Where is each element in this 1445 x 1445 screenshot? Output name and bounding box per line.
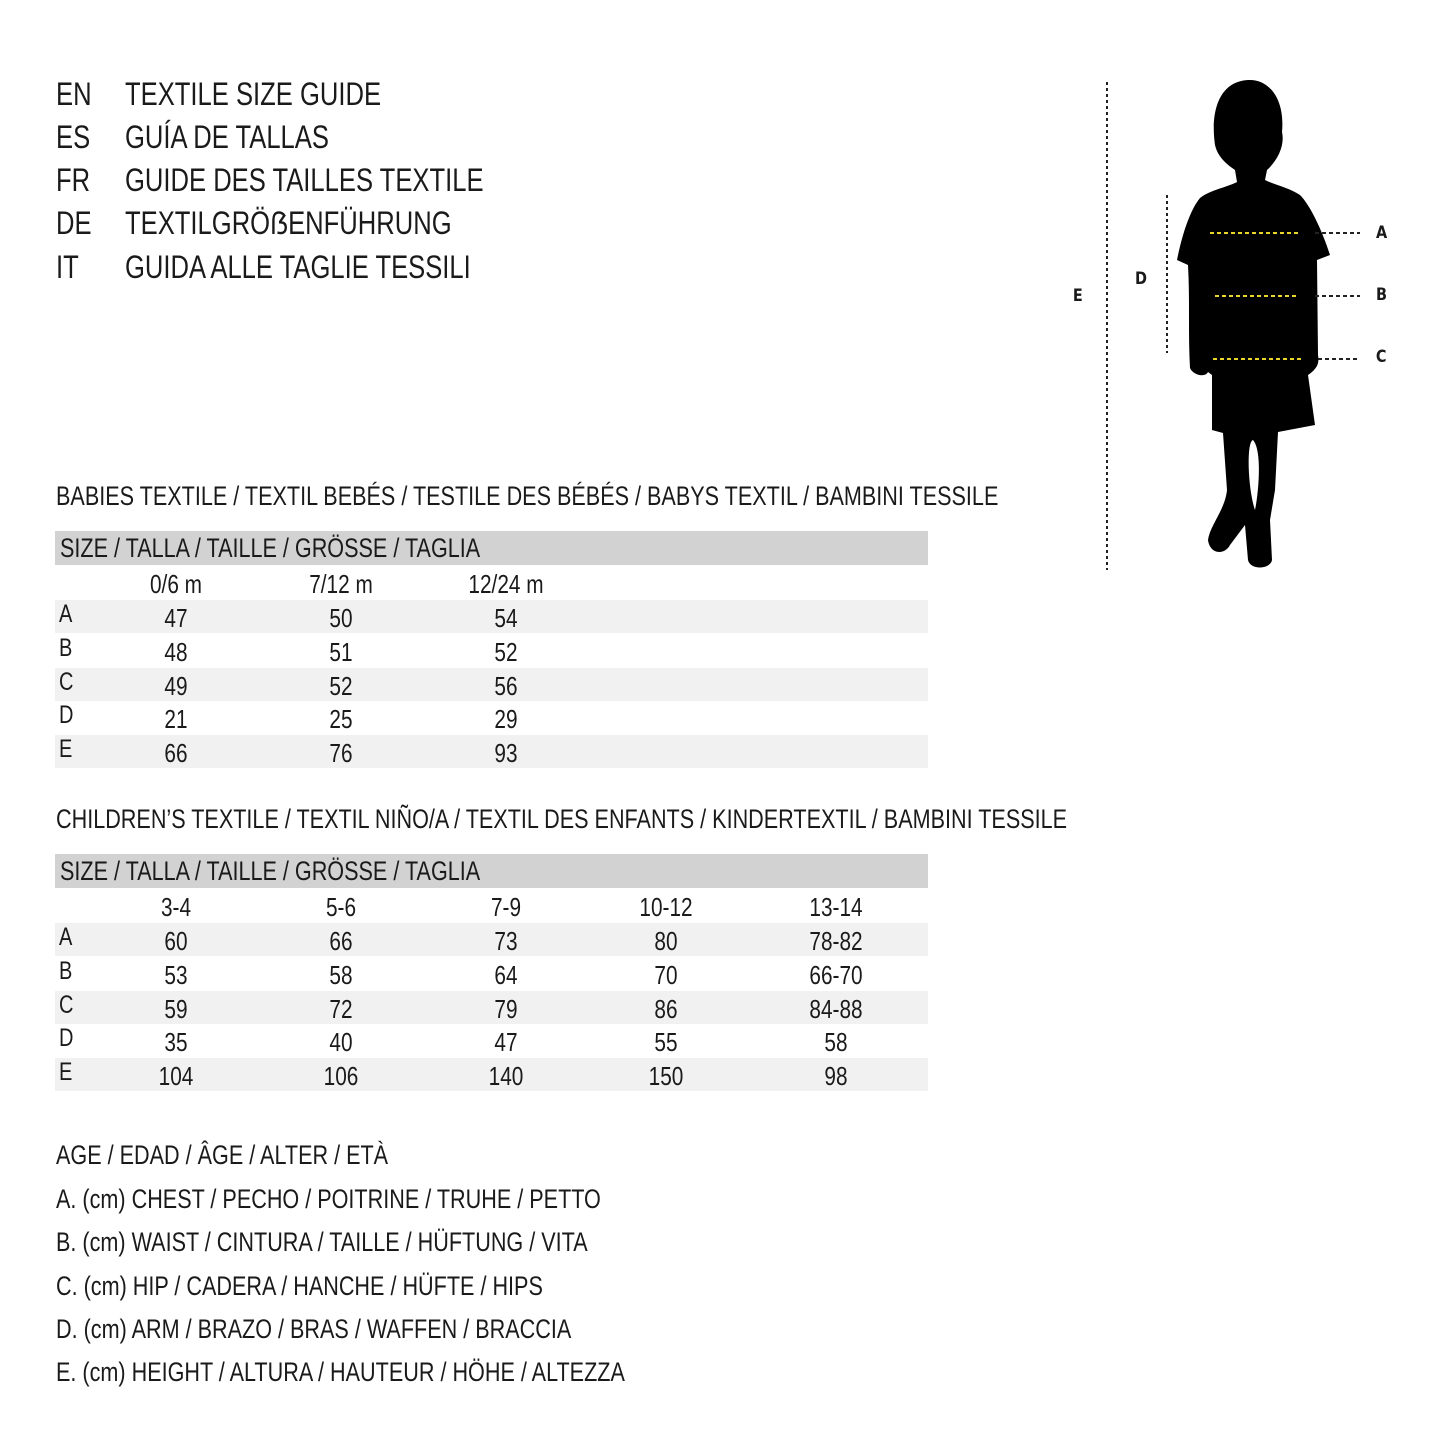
label-e: E	[1072, 286, 1083, 306]
column-header: 10-12	[639, 892, 693, 922]
section-title: CHILDREN’S TEXTILE / TEXTIL NIÑO/A / TEX…	[56, 804, 1068, 834]
row-label: A	[59, 600, 73, 628]
language-code: FR	[56, 162, 91, 198]
row-stripe	[55, 923, 928, 956]
row-label: E	[59, 1058, 73, 1087]
table-cell: 35	[164, 1027, 188, 1058]
title-text: GUIDE DES TAILLES TEXTILE	[125, 162, 484, 198]
column-header: 12/24 m	[468, 569, 544, 599]
language-code: EN	[56, 76, 92, 112]
column-header: 0/6 m	[149, 569, 203, 599]
table-cell: 56	[494, 670, 518, 701]
row-label: C	[59, 990, 74, 1019]
table-cell: 47	[494, 1027, 518, 1058]
row-label: C	[59, 667, 74, 696]
table-cell: 84-88	[809, 993, 863, 1024]
legend-item: C. (cm) HIP / CADERA / HANCHE / HÜFTE / …	[56, 1271, 543, 1301]
table-cell: 98	[824, 1061, 848, 1092]
label-d: D	[1135, 269, 1148, 289]
legend-item: E. (cm) HEIGHT / ALTURA / HAUTEUR / HÖHE…	[56, 1357, 625, 1387]
legend-item: D. (cm) ARM / BRAZO / BRAS / WAFFEN / BR…	[56, 1314, 572, 1344]
row-stripe	[55, 1058, 928, 1092]
table-cell: 60	[164, 926, 188, 956]
language-code: ES	[56, 119, 91, 155]
column-header: 5-6	[325, 892, 357, 922]
table-cell: 78-82	[809, 926, 863, 956]
table-cell: 79	[494, 993, 518, 1024]
table-cell: 93	[494, 738, 518, 769]
table-cell: 52	[329, 670, 353, 701]
table-cell: 72	[329, 993, 353, 1024]
column-header: 3-4	[160, 892, 192, 922]
row-stripe	[55, 600, 928, 633]
table-cell: 66-70	[809, 959, 863, 990]
row-label: B	[59, 633, 73, 662]
size-header-band	[55, 854, 928, 888]
size-header: SIZE / TALLA / TAILLE / GRÖSSE / TAGLIA	[60, 533, 481, 563]
legend-item: AGE / EDAD / ÂGE / ALTER / ETÀ	[56, 1140, 389, 1170]
row-stripe	[55, 735, 928, 769]
table-cell: 58	[329, 959, 353, 990]
table-cell: 150	[648, 1061, 684, 1092]
table-cell: 29	[494, 704, 518, 735]
title-text: TEXTILGRÖẞENFÜHRUNG	[125, 205, 452, 241]
section-title: BABIES TEXTILE / TEXTIL BEBÉS / TESTILE …	[56, 481, 999, 511]
table-cell: 66	[329, 926, 353, 956]
table-cell: 53	[164, 959, 188, 990]
row-label: D	[59, 1024, 74, 1053]
title-text: TEXTILE SIZE GUIDE	[125, 76, 382, 112]
label-b: B	[1375, 285, 1387, 305]
table-cell: 25	[329, 704, 353, 735]
table-cell: 51	[329, 636, 353, 667]
row-label: E	[59, 735, 73, 764]
table-cell: 40	[329, 1027, 353, 1058]
size-header-band	[55, 531, 928, 565]
label-c: C	[1375, 347, 1387, 367]
table-cell: 54	[494, 603, 518, 633]
title-text: GUIDA ALLE TAGLIE TESSILI	[125, 249, 471, 285]
label-a: A	[1375, 223, 1388, 243]
table-cell: 86	[654, 993, 678, 1024]
row-stripe	[55, 990, 928, 1024]
table-cell: 73	[494, 926, 518, 956]
title-text: GUÍA DE TALLAS	[125, 119, 329, 155]
column-header: 7/12 m	[309, 569, 373, 599]
table-cell: 66	[164, 738, 188, 769]
table-cell: 49	[164, 670, 188, 701]
table-cell: 70	[654, 959, 678, 990]
child-silhouette-figure	[1106, 80, 1360, 570]
table-cell: 55	[654, 1027, 678, 1058]
table-cell: 47	[164, 603, 188, 633]
column-header: 7-9	[490, 892, 522, 922]
table-cell: 76	[329, 738, 353, 769]
table-cell: 48	[164, 636, 188, 667]
table-cell: 52	[494, 636, 518, 667]
table-cell: 140	[488, 1061, 524, 1092]
table-cell: 50	[329, 603, 353, 633]
table-cell: 106	[323, 1061, 359, 1092]
table-cell: 59	[164, 993, 188, 1024]
table-cell: 64	[494, 959, 518, 990]
language-code: IT	[56, 249, 79, 285]
row-label: B	[59, 956, 73, 985]
table-cell: 104	[158, 1061, 194, 1092]
child-silhouette-icon	[1177, 80, 1330, 568]
row-label: D	[59, 701, 74, 730]
size-header: SIZE / TALLA / TAILLE / GRÖSSE / TAGLIA	[60, 856, 481, 886]
row-stripe	[55, 667, 928, 701]
legend-item: B. (cm) WAIST / CINTURA / TAILLE / HÜFTU…	[56, 1227, 588, 1257]
language-code: DE	[56, 205, 92, 241]
table-cell: 80	[654, 926, 678, 956]
table-cell: 58	[824, 1027, 848, 1058]
row-label: A	[59, 923, 73, 951]
column-header: 13-14	[809, 892, 863, 922]
legend-item: A. (cm) CHEST / PECHO / POITRINE / TRUHE…	[56, 1184, 601, 1214]
table-cell: 21	[164, 704, 188, 735]
